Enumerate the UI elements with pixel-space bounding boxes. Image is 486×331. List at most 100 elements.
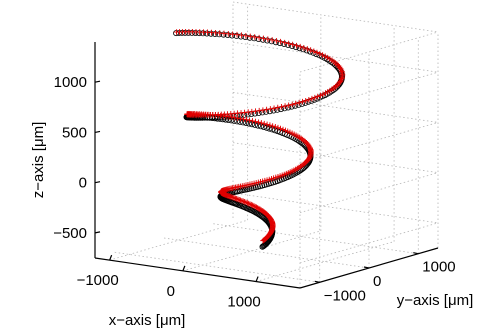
plus-marker xyxy=(292,100,299,107)
circle-marker xyxy=(237,33,244,40)
plus-marker xyxy=(240,198,247,205)
plus-marker xyxy=(234,31,240,38)
plus-marker xyxy=(256,34,262,41)
z-tick-mark xyxy=(94,181,101,184)
plus-marker xyxy=(255,119,262,126)
circle-marker xyxy=(220,31,227,38)
plus-marker xyxy=(273,38,280,44)
plus-marker xyxy=(243,32,249,39)
circle-marker xyxy=(233,32,240,39)
plus-marker xyxy=(324,54,331,61)
plus-marker xyxy=(311,48,317,55)
axes-frame xyxy=(94,42,439,289)
circle-marker xyxy=(192,29,199,36)
plus-marker xyxy=(245,200,252,207)
plus-marker xyxy=(243,199,249,206)
plus-marker xyxy=(234,115,241,121)
plus-marker xyxy=(263,106,270,113)
circle-marker xyxy=(196,30,203,37)
plus-marker xyxy=(237,197,244,204)
z-tick-label: −500 xyxy=(53,225,87,242)
circle-marker xyxy=(277,40,284,47)
plus-marker xyxy=(252,203,259,210)
z-tick-label: 0 xyxy=(79,175,87,192)
plus-marker xyxy=(239,197,245,204)
plus-marker xyxy=(260,35,267,42)
plus-marker xyxy=(277,38,284,45)
plus-marker xyxy=(317,50,323,57)
plus-marker xyxy=(277,125,284,132)
plus-marker xyxy=(253,204,260,211)
plus-marker xyxy=(269,37,275,43)
plus-marker xyxy=(282,103,288,109)
plus-marker xyxy=(251,34,258,40)
circle-marker xyxy=(203,30,210,37)
plus-marker xyxy=(306,96,312,103)
plus-marker xyxy=(265,36,271,42)
plus-marker xyxy=(254,205,261,211)
plus-marker xyxy=(264,121,270,128)
plus-marker xyxy=(293,42,300,49)
circle-marker xyxy=(240,119,247,126)
circle-marker xyxy=(260,124,267,131)
z-tick-label: 500 xyxy=(62,124,87,141)
grid-frame-edge xyxy=(232,1,439,33)
plus-marker xyxy=(241,199,248,205)
plus-marker xyxy=(299,98,306,105)
plus-marker xyxy=(285,40,292,47)
circle-marker xyxy=(246,34,253,41)
z-tick-mark xyxy=(94,80,101,83)
plus-marker xyxy=(304,46,311,52)
x-tick-label: −1000 xyxy=(77,272,119,289)
plus-marker xyxy=(243,116,250,123)
plus-marker xyxy=(260,107,266,113)
x-axis-label: x−axis [μm] xyxy=(109,312,186,329)
plus-marker xyxy=(249,108,255,115)
grid-line-ywall-z xyxy=(232,192,439,224)
plus-marker xyxy=(252,108,259,114)
circle-marker xyxy=(251,35,258,42)
circle-marker xyxy=(257,123,264,130)
circle-marker xyxy=(212,30,219,37)
grid-line-ywall-z xyxy=(232,41,439,73)
circle-marker xyxy=(225,117,232,124)
plus-marker xyxy=(337,78,344,85)
x-axis-line xyxy=(94,257,301,289)
circle-marker xyxy=(251,121,258,128)
plus-marker xyxy=(312,94,318,101)
plus-marker xyxy=(280,126,286,133)
plus-marker xyxy=(320,91,326,98)
plus-marker xyxy=(247,33,254,40)
circle-marker xyxy=(271,127,278,134)
x-tick-mark xyxy=(255,276,259,282)
plus-marker xyxy=(289,41,296,48)
plus-marker xyxy=(275,124,281,131)
plus-marker xyxy=(236,196,243,203)
plus-marker xyxy=(274,104,281,111)
plus-marker xyxy=(297,43,303,50)
plus-marker xyxy=(257,206,263,213)
plus-marker xyxy=(252,118,259,125)
tick-labels: −1000 0 1000 −1000 0 1000 −500 0 500 1000 xyxy=(53,74,455,310)
grid-line-ywall-z xyxy=(232,142,439,174)
y-axis-label: y−axis [μm] xyxy=(397,292,474,309)
plus-marker xyxy=(247,201,253,207)
plus-marker xyxy=(238,32,245,39)
plus-marker xyxy=(282,127,289,134)
plus-marker xyxy=(240,116,247,122)
circle-marker xyxy=(254,183,261,190)
plus-marker xyxy=(336,64,343,71)
plus-marker xyxy=(314,49,320,56)
grid-lines xyxy=(109,1,439,288)
plus-marker xyxy=(258,120,265,126)
plus-marker xyxy=(296,99,302,106)
circle-marker xyxy=(207,30,214,37)
x-tick-label: 1000 xyxy=(227,294,260,311)
axis-labels: x−axis [μm] y−axis [μm] z−axis [μm] xyxy=(30,122,473,329)
y-tick-label: 0 xyxy=(373,273,381,290)
plus-marker xyxy=(246,117,253,124)
y-tick-mark xyxy=(363,266,370,269)
plus-marker xyxy=(301,45,307,51)
data-markers xyxy=(173,29,346,250)
